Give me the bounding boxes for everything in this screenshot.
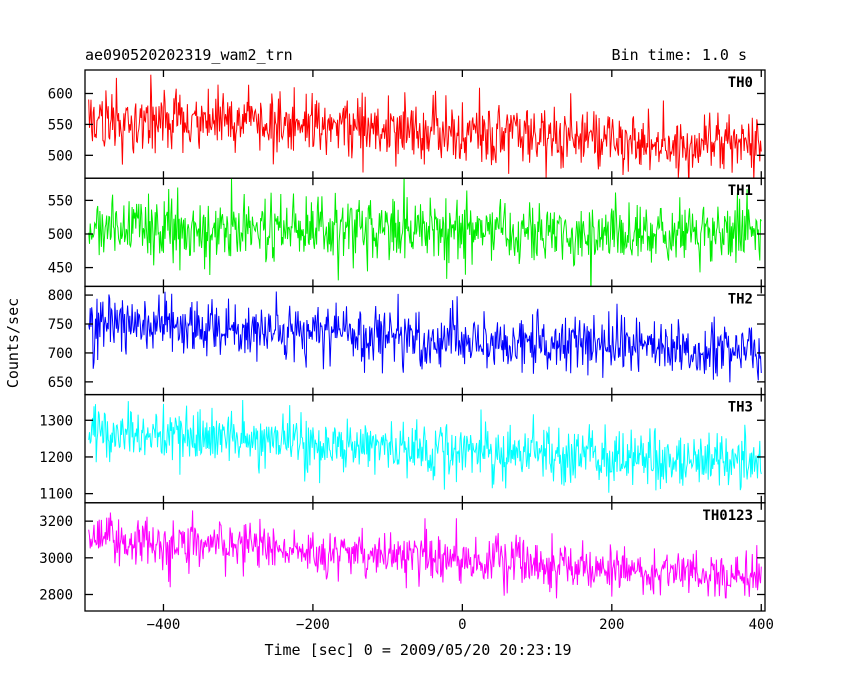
panel-label-th1: TH1 [728,183,753,199]
y-tick-label-th0123: 3000 [39,551,73,567]
x-tick-label: 200 [599,617,624,633]
x-tick-label: −200 [296,617,330,633]
panel-label-th3: TH3 [728,400,753,416]
x-tick-label: 0 [458,617,466,633]
chart-title: ae090520202319_wam2_trn [85,46,293,64]
series-line-th2 [88,291,762,383]
panel-frame-th0123 [84,502,766,612]
y-tick-label-th0123: 3200 [39,514,73,530]
y-tick-label-th1: 550 [48,193,73,209]
series-line-th0 [88,74,762,179]
y-tick-label-th3: 1200 [39,450,73,466]
y-tick-label-th2: 800 [48,288,73,304]
y-tick-label-th0: 600 [48,86,73,102]
y-axis-label: Counts/sec [4,298,22,388]
panel-group: 500 550 600 TH0 450 500 550 TH1 650 700 750 800 TH2 1… [39,69,774,633]
y-tick-label-th2: 650 [48,375,73,391]
y-tick-label-th3: 1100 [39,487,73,503]
y-tick-label-th0: 550 [48,117,73,133]
x-axis-label: Time [sec] 0 = 2009/05/20 20:23:19 [264,641,571,659]
x-tick-label: 400 [749,617,774,633]
y-tick-label-th0123: 2800 [39,587,73,603]
panel-label-th2: TH2 [728,291,753,307]
series-line-th1 [88,178,762,287]
panel-label-th0123: TH0123 [702,508,753,524]
y-tick-label-th3: 1300 [39,413,73,429]
x-tick-label: −400 [147,617,181,633]
bin-time-label: Bin time: 1.0 s [612,46,747,64]
y-tick-label-th0: 500 [48,148,73,164]
y-tick-label-th1: 450 [48,261,73,277]
y-tick-label-th2: 700 [48,346,73,362]
series-line-th0123 [88,510,762,599]
y-tick-label-th1: 500 [48,227,73,243]
panel-label-th0: TH0 [728,75,753,91]
series-line-th3 [88,399,762,493]
y-tick-label-th2: 750 [48,317,73,333]
